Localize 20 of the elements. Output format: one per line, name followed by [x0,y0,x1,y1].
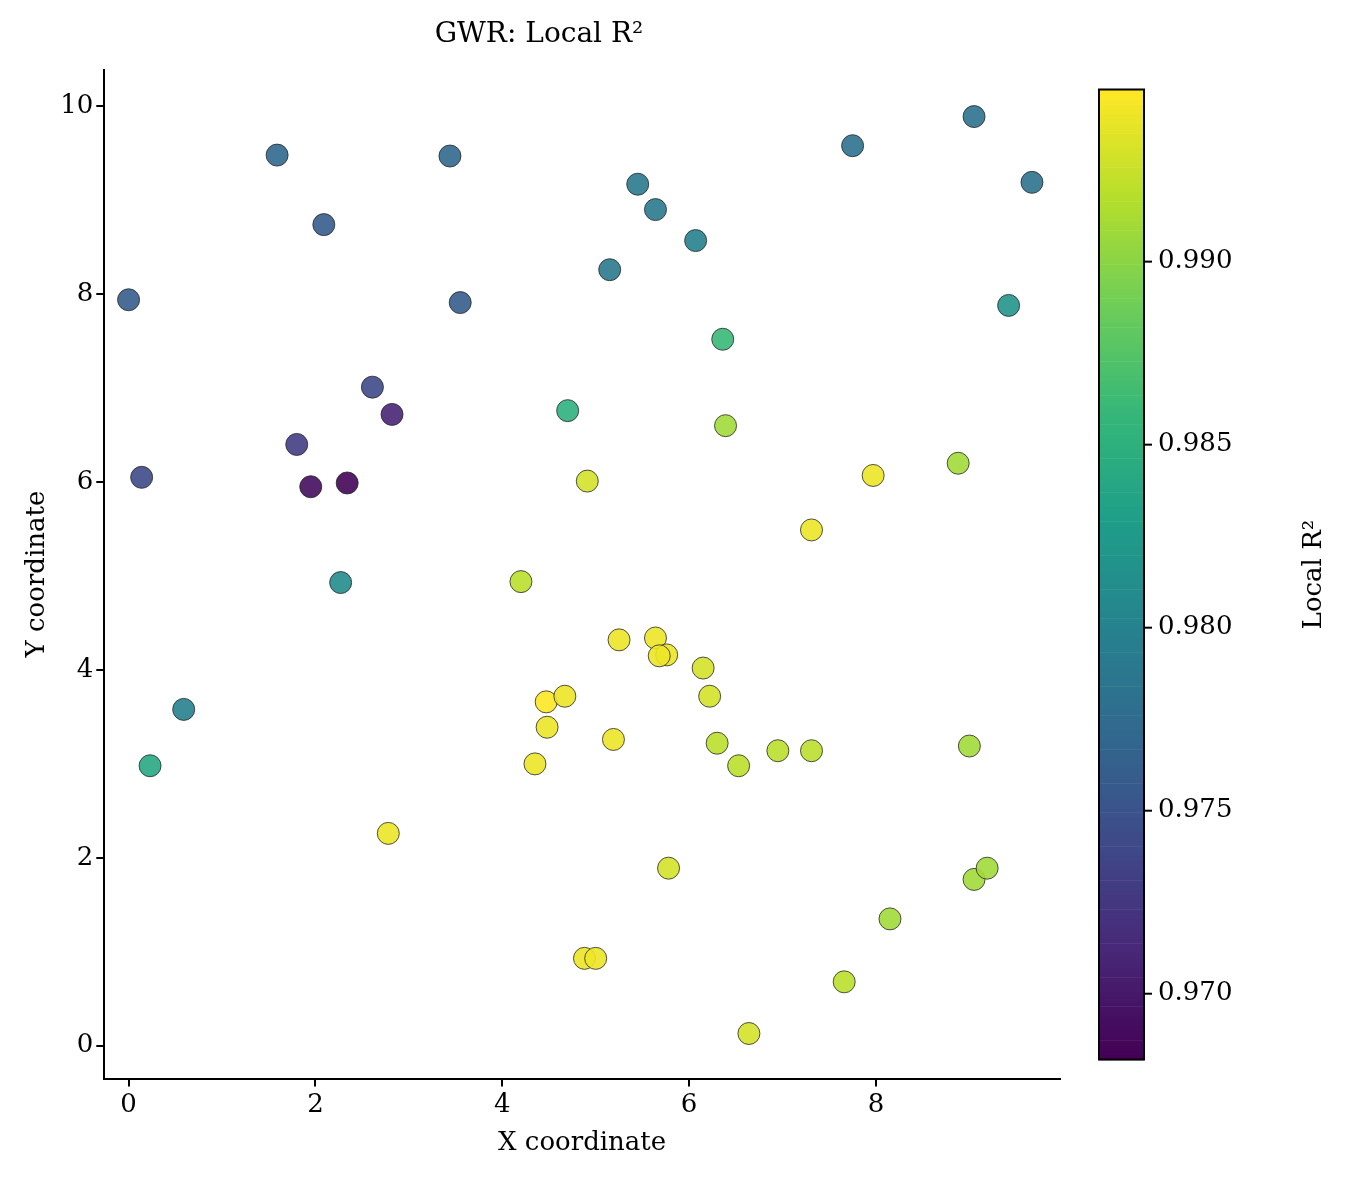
y-tick-label: 8 [76,276,94,307]
y-tick-label: 4 [76,652,94,683]
x-axis-title: X coordinate [498,1126,667,1157]
y-tick-label: 2 [76,840,94,871]
color-bar-label: 0.980 [1158,610,1233,641]
color-bar-label: 0.990 [1158,244,1233,275]
y-axis-title: Y coordinate [20,490,51,659]
x-tick-label: 4 [493,1087,511,1118]
color-bar-label: 0.970 [1158,976,1233,1007]
x-tick-label: 2 [307,1087,324,1118]
color-bar-label: 0.985 [1158,427,1233,458]
color-bar-title: Local R² [1296,519,1327,630]
x-tick-label: 6 [680,1087,698,1118]
y-tick-label: 10 [60,88,94,119]
y-tick-label: 0 [76,1028,94,1059]
x-tick-label: 0 [120,1087,137,1118]
x-tick-label: 8 [867,1087,885,1118]
color-bar-label: 0.975 [1158,793,1233,824]
y-tick-label: 6 [76,464,94,495]
chart-title: GWR: Local R² [434,16,644,50]
